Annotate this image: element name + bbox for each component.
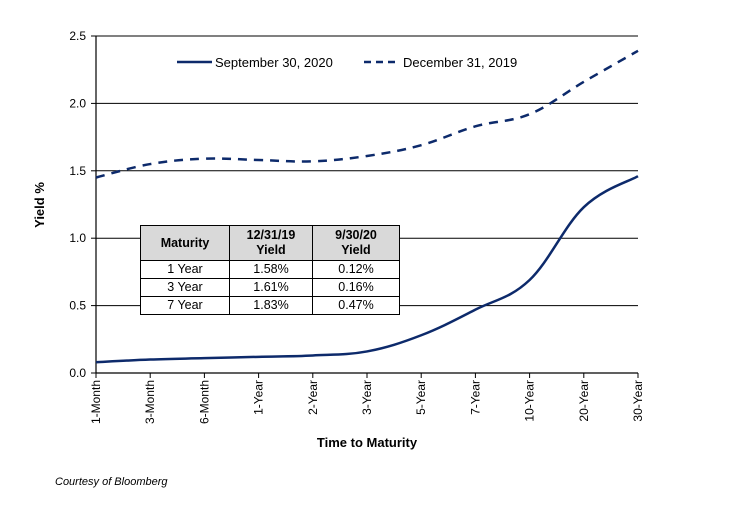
x-tick-label: 7-Year: [468, 380, 482, 415]
cell-sep-2020: 0.12%: [312, 260, 400, 279]
cell-sep-2020: 0.16%: [312, 278, 400, 297]
table-row: 7 Year 1.83% 0.47%: [140, 296, 400, 315]
legend-label-dec-2019: December 31, 2019: [403, 55, 517, 70]
y-tick-label: 1.5: [69, 164, 86, 178]
x-tick-labels: 1-Month 3-Month 6-Month 1-Year 2-Year 3-Year 5…: [89, 380, 645, 424]
x-tick-label: 30-Year: [631, 380, 645, 422]
header-sep-2020-yield: 9/30/20 Yield: [312, 225, 400, 261]
x-tick-label: 20-Year: [577, 380, 591, 422]
table-row: 3 Year 1.61% 0.16%: [140, 278, 400, 297]
cell-maturity: 1 Year: [140, 260, 230, 279]
x-tick-label: 1-Month: [89, 380, 103, 424]
table-header-row: Maturity 12/31/19 Yield 9/30/20 Yield: [140, 225, 400, 261]
gridlines: [91, 35, 638, 374]
cell-dec-2019: 1.58%: [229, 260, 313, 279]
series-lines: [95, 49, 639, 364]
y-tick-label: 2.0: [69, 96, 86, 110]
series-line-sep-2020: [95, 175, 639, 364]
y-tick-label: 0.0: [69, 366, 86, 380]
cell-maturity: 3 Year: [140, 278, 230, 297]
x-tick-label: 3-Year: [360, 380, 374, 415]
x-tick-label: 1-Year: [252, 380, 266, 415]
legend-label-sep-2020: September 30, 2020: [215, 55, 333, 70]
x-tick-label: 5-Year: [414, 380, 428, 415]
y-tick-label: 2.5: [69, 29, 86, 43]
x-tick-label: 10-Year: [523, 380, 537, 422]
x-tick-label: 3-Month: [143, 380, 157, 424]
y-axis-title: Yield %: [32, 182, 47, 228]
header-maturity: Maturity: [140, 225, 230, 261]
y-tick-label: 1.0: [69, 231, 86, 245]
source-credit: Courtesy of Bloomberg: [55, 476, 168, 488]
yield-table: Maturity 12/31/19 Yield 9/30/20 Yield 1 Ye…: [140, 225, 400, 315]
cell-dec-2019: 1.61%: [229, 278, 313, 297]
cell-maturity: 7 Year: [140, 296, 230, 315]
table-row: 1 Year 1.58% 0.12%: [140, 260, 400, 279]
cell-sep-2020: 0.47%: [312, 296, 400, 315]
x-tick-label: 6-Month: [197, 380, 211, 424]
cell-dec-2019: 1.83%: [229, 296, 313, 315]
y-tick-labels: 0.0 0.5 1.0 1.5 2.0 2.5: [69, 29, 86, 380]
y-tick-label: 0.5: [69, 299, 86, 313]
x-axis-title: Time to Maturity: [317, 435, 418, 450]
series-line-dec-2019: [95, 49, 639, 179]
axes: [95, 36, 639, 378]
x-tick-label: 2-Year: [306, 380, 320, 415]
legend: September 30, 2020 December 31, 2019: [177, 55, 517, 70]
header-dec-2019-yield: 12/31/19 Yield: [229, 225, 313, 261]
